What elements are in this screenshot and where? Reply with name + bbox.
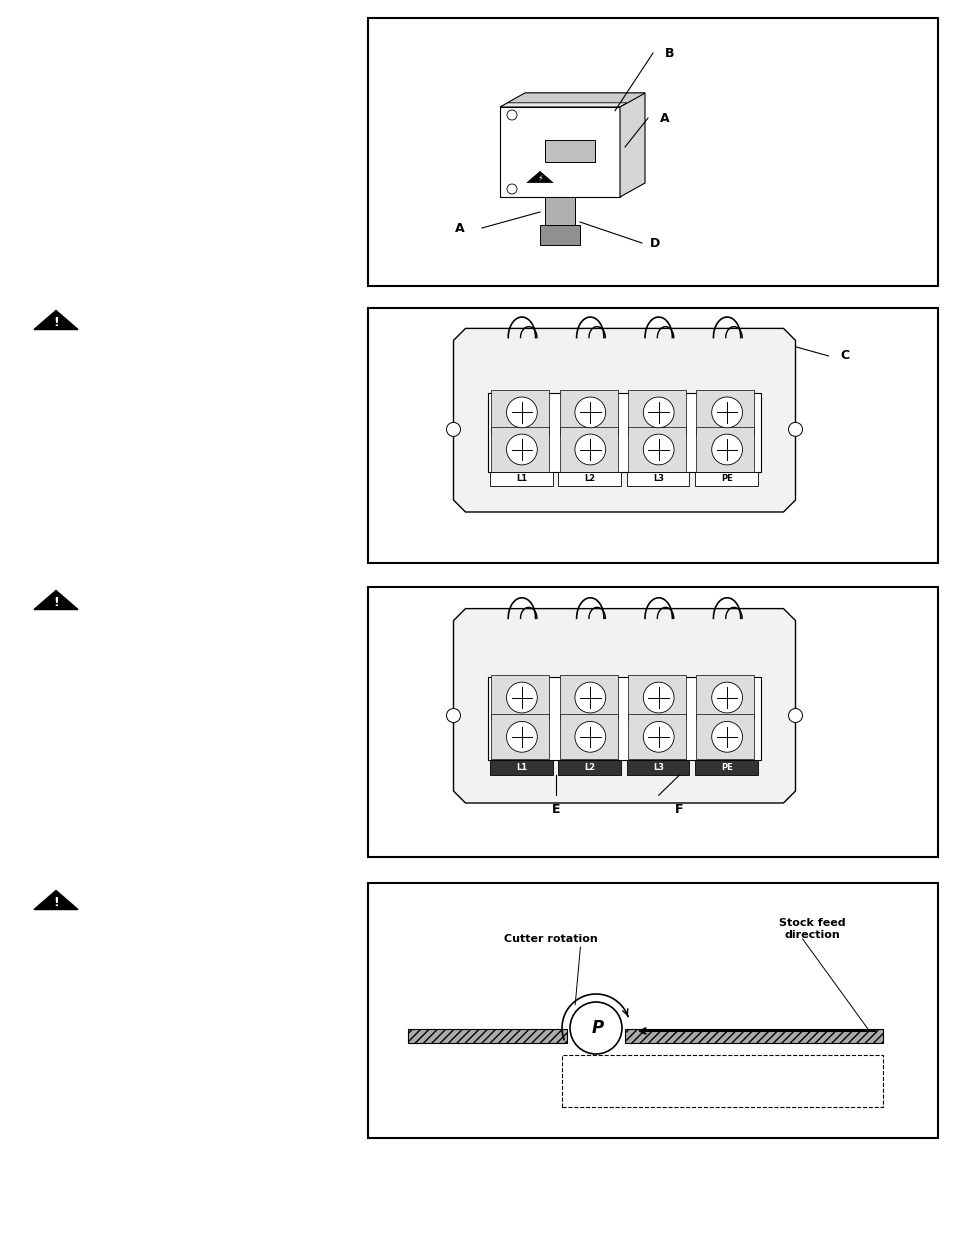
Bar [368,587,937,857]
Circle shape [446,422,460,436]
Polygon shape [499,107,619,198]
Circle shape [506,110,517,120]
Circle shape [446,709,460,722]
Text: L1: L1 [516,763,527,772]
Polygon shape [526,172,553,183]
Polygon shape [453,609,795,803]
Text: PE: PE [720,474,732,483]
Circle shape [711,721,741,752]
Polygon shape [539,225,579,245]
Bar [368,19,937,287]
Text: ⚡: ⚡ [537,173,542,183]
Text: Stock feed
direction: Stock feed direction [779,918,845,940]
Text: !: ! [53,595,59,609]
Polygon shape [544,140,595,162]
Circle shape [642,435,674,464]
Bar [491,676,549,720]
Circle shape [506,396,537,427]
Bar [694,761,757,776]
Circle shape [711,396,741,427]
Circle shape [506,721,537,752]
Circle shape [788,422,801,436]
Text: A: A [659,111,669,125]
Bar [694,472,757,485]
Text: F: F [675,803,682,816]
Circle shape [575,682,605,713]
Bar [558,761,620,776]
Bar [491,714,549,760]
Bar [487,393,760,472]
Circle shape [788,709,801,722]
Bar [408,1029,567,1044]
Circle shape [575,396,605,427]
Bar [558,390,617,435]
Bar [696,714,754,760]
Text: D: D [649,236,659,249]
Circle shape [642,682,674,713]
Text: L2: L2 [584,474,596,483]
Circle shape [711,435,741,464]
Circle shape [575,721,605,752]
Circle shape [575,435,605,464]
Bar [558,472,620,485]
Bar [627,427,685,472]
Bar [558,676,617,720]
Text: PE: PE [720,763,732,772]
Text: !: ! [53,316,59,329]
Bar [558,714,617,760]
Bar [696,390,754,435]
Bar [491,390,549,435]
Circle shape [506,682,537,713]
Bar [627,390,685,435]
Circle shape [506,435,537,464]
Text: A: A [455,221,464,235]
Text: P: P [591,1019,603,1037]
Text: L2: L2 [584,763,596,772]
Bar [696,427,754,472]
Bar [696,676,754,720]
Polygon shape [34,890,78,909]
Bar [489,761,552,776]
Bar [487,677,760,761]
Bar [489,472,552,485]
Bar [624,1029,882,1044]
Polygon shape [34,590,78,610]
Polygon shape [34,310,78,330]
Bar [491,427,549,472]
Polygon shape [619,93,644,198]
Text: E: E [551,803,559,816]
Bar [626,472,689,485]
Bar [368,883,937,1137]
Bar [368,308,937,563]
Bar [626,761,689,776]
Text: L1: L1 [516,474,527,483]
Polygon shape [499,93,644,107]
Polygon shape [453,329,795,513]
Text: Cutter rotation: Cutter rotation [503,934,597,944]
Text: !: ! [53,895,59,909]
Text: C: C [840,350,849,362]
Circle shape [642,721,674,752]
Circle shape [711,682,741,713]
Text: L3: L3 [653,474,663,483]
Bar [561,1055,882,1108]
Polygon shape [507,93,644,103]
Bar [558,427,617,472]
Polygon shape [544,198,575,225]
Text: B: B [664,47,674,59]
Circle shape [642,396,674,427]
Bar [627,714,685,760]
Circle shape [506,184,517,194]
Circle shape [569,1002,621,1053]
Bar [627,676,685,720]
Text: L3: L3 [653,763,663,772]
